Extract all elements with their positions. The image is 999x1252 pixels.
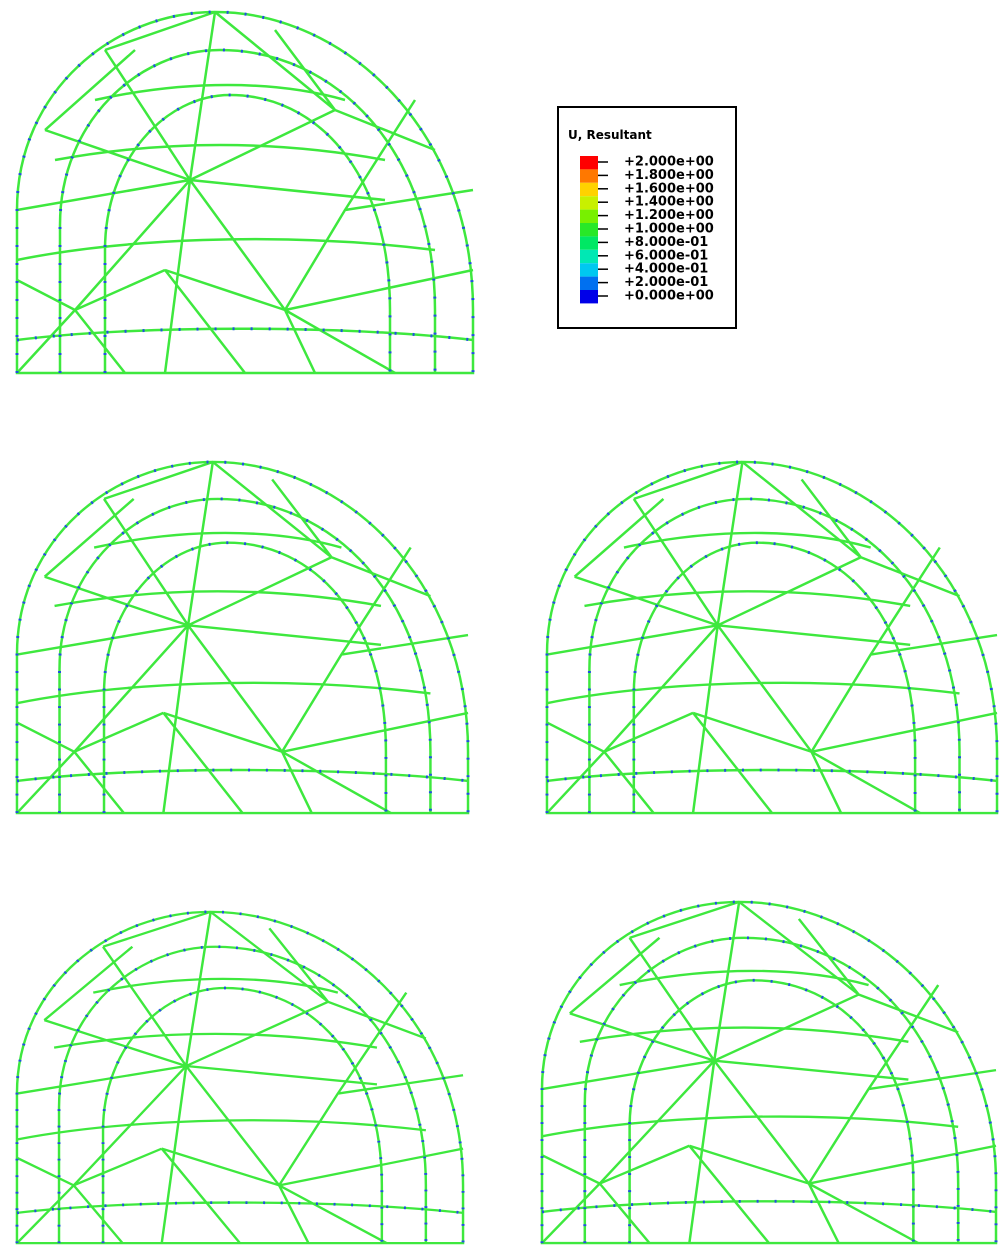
mesh-plot bbox=[17, 12, 473, 373]
legend-swatch bbox=[580, 263, 598, 276]
mesh-plot bbox=[542, 902, 996, 1243]
figure: U, Resultant +2.000e+00+1.800e+00+1.600e… bbox=[0, 0, 999, 1252]
legend-swatch bbox=[580, 169, 598, 182]
legend: U, Resultant +2.000e+00+1.800e+00+1.600e… bbox=[558, 107, 736, 328]
legend-swatch bbox=[580, 290, 598, 303]
legend-swatch bbox=[580, 223, 598, 236]
legend-swatch bbox=[580, 183, 598, 196]
legend-swatch bbox=[580, 196, 598, 209]
mesh-plot bbox=[17, 912, 463, 1243]
legend-swatch bbox=[580, 250, 598, 263]
legend-swatch bbox=[580, 210, 598, 223]
mesh-plot bbox=[547, 462, 997, 813]
legend-swatch bbox=[580, 156, 598, 169]
legend-label: +0.000e+00 bbox=[624, 289, 714, 304]
legend-title: U, Resultant bbox=[568, 128, 652, 142]
mesh-plot bbox=[17, 462, 468, 813]
legend-swatch bbox=[580, 236, 598, 249]
legend-swatch bbox=[580, 277, 598, 290]
